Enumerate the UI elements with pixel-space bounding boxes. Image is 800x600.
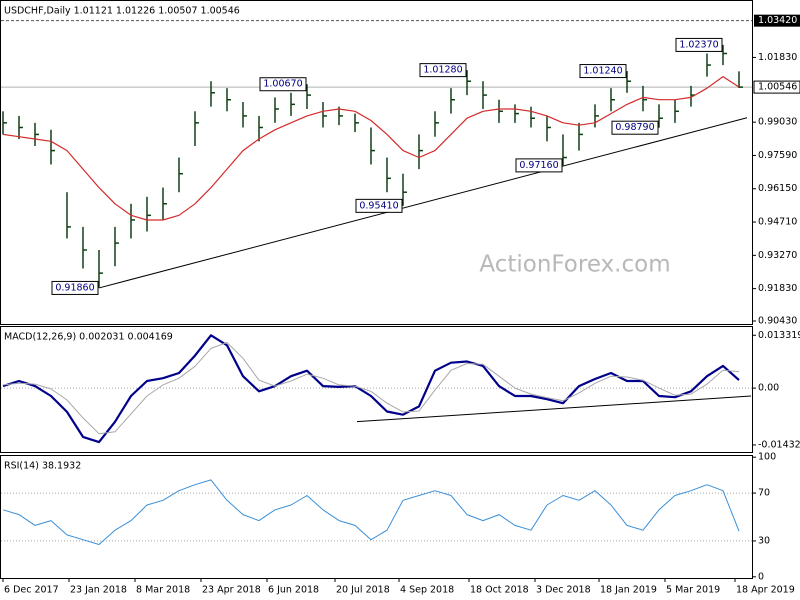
annotation-box — [419, 63, 467, 78]
series-line — [2, 342, 740, 435]
x-tick-label: 3 Dec 2018 — [536, 585, 591, 596]
annotation-label: 0.98790 — [615, 122, 654, 133]
annotation-label: 1.01280 — [423, 65, 462, 76]
panel-frame — [0, 326, 753, 453]
annotation-label: 0.91860 — [55, 282, 94, 293]
x-tick-label: 23 Jan 2018 — [70, 585, 127, 596]
x-tick-label: 5 Mar 2019 — [666, 585, 720, 596]
annotation-box — [515, 158, 563, 173]
annotation-box — [675, 37, 723, 52]
panel-title: RSI(14) 38.1932 — [4, 461, 81, 472]
annotation-label: 1.02370 — [679, 39, 718, 50]
current-price-label: 1.00546 — [758, 82, 797, 93]
x-tick-label: 18 Oct 2018 — [470, 585, 529, 596]
x-tick-label: 8 Mar 2018 — [136, 585, 190, 596]
x-tick-label: 6 Jun 2018 — [268, 585, 319, 596]
panel-frame — [0, 0, 753, 325]
y-tick-label: 0.96150 — [758, 183, 797, 194]
y-tick-label: 0.90430 — [758, 315, 797, 326]
y-tick-label: 0.91830 — [758, 283, 797, 294]
y-tick-label: 0.94710 — [758, 217, 797, 228]
trend-line — [98, 117, 748, 289]
panel-frame — [0, 455, 753, 579]
y-tick-label: 0 — [758, 571, 764, 582]
x-tick-label: 18 Apr 2019 — [736, 585, 795, 596]
annotation-box — [259, 77, 307, 92]
y-tick-label: 100 — [758, 452, 776, 463]
series-line — [2, 334, 740, 444]
annotation-box — [579, 64, 627, 79]
y-tick-label: 0.00 — [758, 383, 779, 394]
y-tick-label: 0.97590 — [758, 150, 797, 161]
current-price-box — [753, 80, 800, 94]
level-label: 1.03420 — [758, 15, 797, 26]
x-tick-label: 18 Jan 2019 — [600, 585, 657, 596]
x-tick-label: 20 Jul 2018 — [336, 585, 390, 596]
series-line — [2, 479, 740, 545]
y-tick-label: 0.013319 — [758, 330, 800, 341]
annotation-label: 0.97160 — [519, 160, 558, 171]
x-tick-label: 6 Dec 2017 — [4, 585, 59, 596]
y-tick-label: 30 — [758, 535, 770, 546]
annotation-box — [611, 120, 659, 135]
series-line — [2, 76, 740, 221]
panel-title: MACD(12,26,9) 0.002031 0.004169 — [4, 332, 173, 343]
x-tick-label: 23 Apr 2018 — [202, 585, 261, 596]
annotation-box — [51, 280, 99, 295]
y-tick-label: 1.01830 — [758, 52, 797, 63]
y-tick-label: -0.014323 — [758, 439, 800, 450]
level-label-box — [754, 14, 800, 27]
trend-line — [356, 395, 752, 423]
annotation-box — [355, 198, 403, 213]
panel-title: USDCHF,Daily 1.01121 1.01226 1.00507 1.0… — [4, 6, 240, 17]
y-tick-label: 0.93270 — [758, 250, 797, 261]
annotation-label: 1.00670 — [263, 79, 302, 90]
x-tick-label: 4 Sep 2018 — [400, 585, 454, 596]
y-tick-label: 0.99030 — [758, 117, 797, 128]
y-tick-label: 70 — [758, 488, 770, 499]
annotation-label: 1.01240 — [583, 66, 622, 77]
annotation-label: 0.95410 — [359, 200, 398, 211]
watermark: ActionForex.com — [479, 252, 670, 278]
